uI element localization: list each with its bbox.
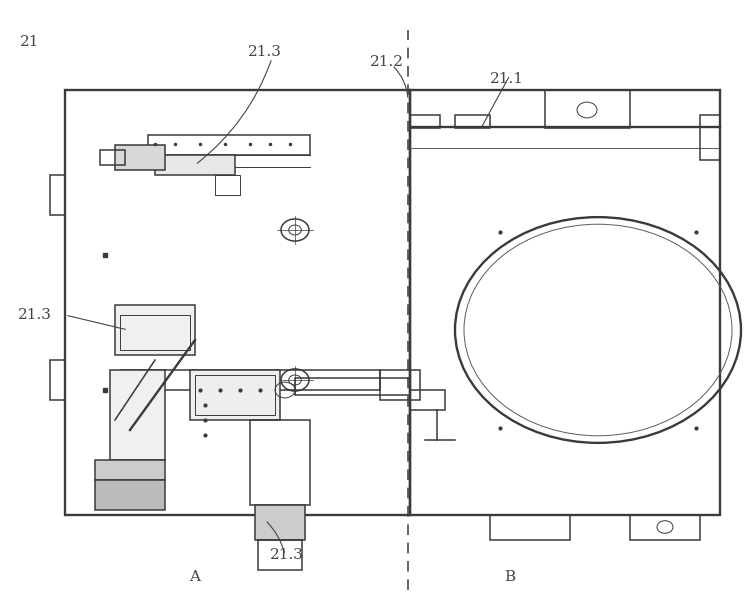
- Text: 21.3: 21.3: [18, 308, 52, 322]
- Polygon shape: [110, 370, 165, 460]
- Polygon shape: [115, 305, 195, 355]
- Polygon shape: [155, 155, 235, 175]
- Polygon shape: [190, 370, 280, 420]
- Polygon shape: [95, 460, 165, 480]
- Polygon shape: [255, 505, 305, 540]
- Text: 21.3: 21.3: [248, 45, 282, 59]
- Text: 21.2: 21.2: [370, 55, 404, 69]
- Text: 21.1: 21.1: [490, 72, 524, 86]
- Polygon shape: [115, 145, 165, 170]
- Text: A: A: [190, 570, 200, 584]
- Polygon shape: [95, 480, 165, 510]
- Text: B: B: [505, 570, 515, 584]
- Text: 21: 21: [20, 35, 40, 49]
- Text: 21.3: 21.3: [270, 548, 304, 562]
